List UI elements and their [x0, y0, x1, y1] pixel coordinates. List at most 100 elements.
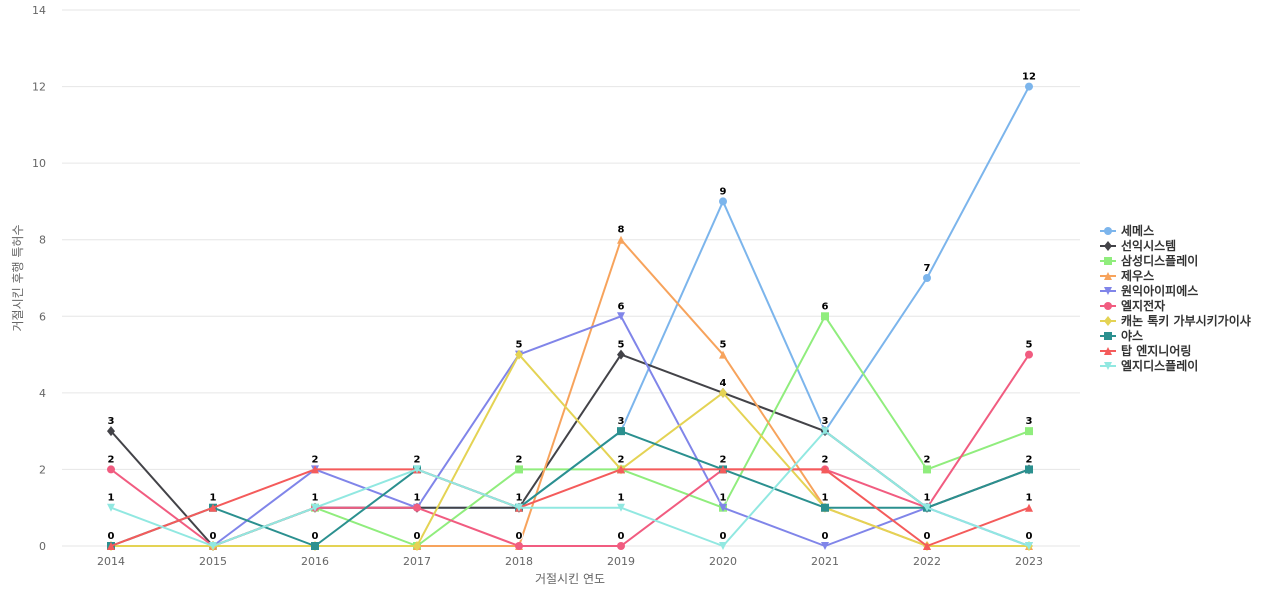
data-label: 5 — [516, 340, 523, 351]
data-label: 0 — [720, 531, 727, 542]
data-point — [107, 465, 115, 474]
legend-item[interactable]: 원익아이피에스 — [1100, 283, 1198, 298]
data-point — [617, 312, 625, 321]
y-tick-label: 8 — [39, 234, 46, 247]
data-point — [311, 542, 319, 550]
legend-marker — [1104, 332, 1112, 340]
legend-label: 선익시스템 — [1121, 238, 1176, 253]
legend-marker — [1104, 302, 1112, 310]
data-label: 0 — [1026, 531, 1033, 542]
data-point — [515, 542, 523, 550]
legend-item[interactable]: 세메스 — [1100, 223, 1154, 238]
legend-item[interactable]: 야스 — [1100, 328, 1143, 343]
y-tick-label: 0 — [39, 540, 46, 553]
y-axis-title: 거절시킨 후행 특허수 — [10, 225, 25, 332]
data-point — [821, 465, 829, 474]
series-line — [111, 353, 1029, 547]
data-label: 7 — [924, 263, 931, 274]
data-label: 0 — [414, 531, 421, 542]
legend-label: 엘지디스플레이 — [1121, 358, 1198, 373]
data-label: 8 — [618, 225, 625, 236]
legend-item[interactable]: 탑 엔지니어링 — [1100, 343, 1191, 358]
data-label: 12 — [1022, 72, 1036, 83]
data-point — [617, 427, 625, 436]
data-point — [617, 503, 625, 512]
data-label: 0 — [924, 531, 931, 542]
data-point — [1025, 503, 1033, 512]
data-point — [1025, 427, 1033, 436]
x-axis-ticks: 2014 2015 2016 2017 2018 2019 2020 2021 2022 2023 — [97, 555, 1043, 568]
data-label: 3 — [1026, 416, 1033, 427]
data-point — [1025, 542, 1033, 550]
series-line — [110, 354, 1030, 547]
data-label: 2 — [312, 454, 319, 465]
data-label: 9 — [720, 186, 727, 197]
data-point — [107, 503, 115, 512]
data-label: 6 — [618, 301, 625, 312]
y-tick-label: 10 — [32, 157, 46, 170]
legend-item[interactable]: 제우스 — [1100, 269, 1154, 283]
data-point — [413, 503, 421, 512]
y-tick-label: 14 — [32, 4, 46, 17]
data-label: 0 — [618, 531, 625, 542]
data-label: 1 — [108, 493, 115, 504]
data-label: 5 — [618, 340, 625, 351]
y-tick-label: 6 — [39, 310, 46, 323]
data-point — [1025, 82, 1033, 91]
data-point — [311, 465, 319, 474]
x-tick-label: 2023 — [1015, 555, 1043, 568]
x-tick-label: 2016 — [301, 555, 329, 568]
legend-marker — [1104, 272, 1112, 280]
data-point — [311, 503, 319, 512]
data-label: 1 — [516, 493, 523, 504]
legend-label: 캐논 톡키 가부시키가이샤 — [1121, 313, 1251, 328]
data-label: 0 — [516, 531, 523, 542]
data-point — [617, 235, 625, 244]
legend-item[interactable]: 삼성디스플레이 — [1100, 253, 1198, 268]
legend-item[interactable]: 엘지전자 — [1100, 298, 1165, 313]
legend-item[interactable]: 선익시스템 — [1100, 238, 1176, 253]
data-point — [107, 542, 115, 550]
legend-marker — [1104, 257, 1112, 265]
series-9 — [107, 465, 1033, 550]
legend-label: 삼성디스플레이 — [1121, 253, 1198, 268]
series-line — [110, 468, 1030, 547]
data-label: 5 — [1026, 340, 1033, 351]
data-label: 0 — [312, 531, 319, 542]
data-label: 3 — [108, 416, 115, 427]
data-label: 2 — [516, 454, 523, 465]
data-point — [209, 503, 217, 512]
y-tick-label: 4 — [39, 387, 46, 400]
x-tick-label: 2014 — [97, 555, 125, 568]
data-point — [413, 465, 421, 474]
legend-marker — [1104, 316, 1112, 326]
data-point — [107, 426, 115, 437]
data-label: 5 — [720, 340, 727, 351]
legend-marker — [1104, 227, 1112, 235]
legend-item[interactable]: 엘지디스플레이 — [1100, 358, 1198, 373]
data-label: 0 — [822, 531, 829, 542]
data-point — [719, 350, 727, 359]
data-point — [923, 274, 931, 282]
data-point — [821, 427, 829, 436]
data-label: 2 — [108, 454, 115, 465]
data-point — [821, 542, 829, 550]
data-label: 1 — [1026, 493, 1033, 504]
legend-marker — [1104, 241, 1112, 251]
x-tick-label: 2020 — [709, 555, 737, 568]
data-point — [617, 542, 625, 550]
data-label: 4 — [720, 378, 727, 389]
data-label: 2 — [924, 454, 931, 465]
x-tick-label: 2018 — [505, 555, 533, 568]
data-point — [515, 349, 523, 360]
data-point — [719, 542, 727, 550]
data-label: 1 — [414, 493, 421, 504]
data-point — [719, 465, 727, 474]
data-label: 2 — [1026, 454, 1033, 465]
legend-marker — [1104, 362, 1112, 370]
data-label: 3 — [822, 416, 829, 427]
legend-item[interactable]: 캐논 톡키 가부시키가이샤 — [1100, 313, 1251, 328]
data-label: 1 — [720, 493, 727, 504]
x-tick-label: 2017 — [403, 555, 431, 568]
series-10 — [107, 427, 1033, 550]
